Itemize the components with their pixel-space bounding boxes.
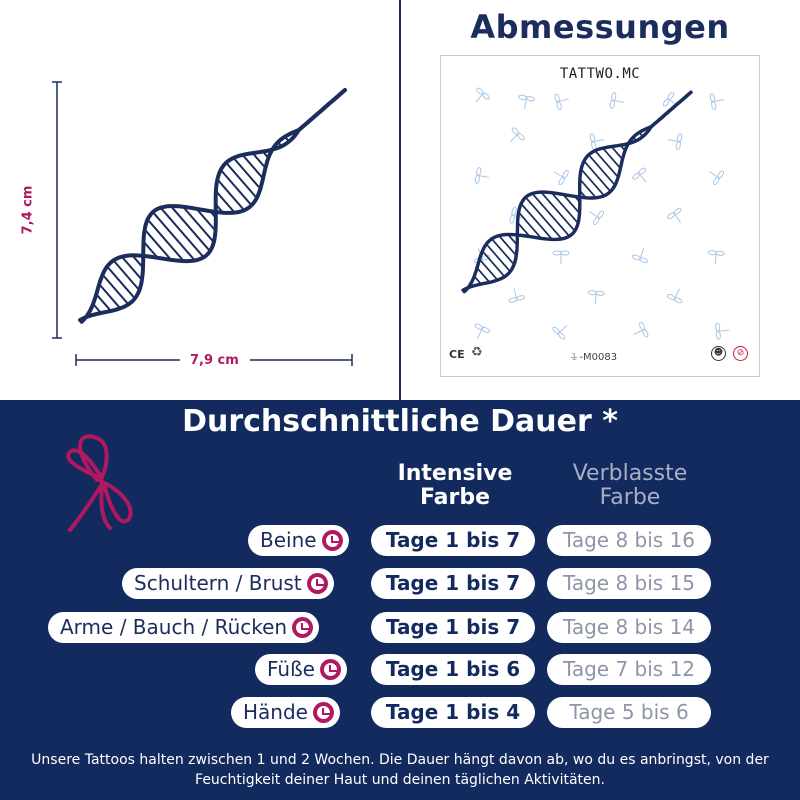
intense-duration: Tage 1 bis 4 bbox=[371, 697, 535, 728]
clock-icon bbox=[312, 702, 334, 723]
body-area-text: Füße bbox=[267, 657, 315, 681]
clock-icon bbox=[321, 530, 343, 551]
faded-duration: Tage 5 bis 6 bbox=[547, 697, 711, 728]
intense-duration: Tage 1 bis 7 bbox=[371, 525, 535, 556]
dna-helix-icon bbox=[461, 90, 693, 294]
col-header-intense: Intensive Farbe bbox=[397, 461, 513, 510]
footer-note: Unsere Tattoos halten zwischen 1 und 2 W… bbox=[31, 752, 769, 788]
recycle-icon: ♻ bbox=[471, 345, 483, 360]
body-area-text: Hände bbox=[243, 700, 308, 724]
faded-duration: Tage 8 bis 14 bbox=[547, 612, 711, 643]
body-area-label: Schultern / Brust bbox=[122, 568, 334, 599]
body-area-text: Beine bbox=[260, 528, 317, 552]
intense-duration: Tage 1 bis 6 bbox=[371, 654, 535, 685]
faded-duration: Tage 8 bis 16 bbox=[547, 525, 711, 556]
dna-tattoo-preview bbox=[52, 81, 353, 366]
body-area-label: Beine bbox=[248, 525, 349, 556]
body-area-label: Arme / Bauch / Rücken bbox=[48, 612, 320, 643]
quantity: 1 bbox=[571, 352, 578, 363]
clock-icon bbox=[292, 617, 314, 638]
tattoo-sheet-card: TATTWO.MC CE ♻ 1 -M0083 ☻ ⊘ bbox=[440, 55, 760, 377]
height-label: 7,4 cm bbox=[20, 185, 36, 235]
background-dragonflies bbox=[473, 87, 730, 340]
brand-name: TATTWO.MC bbox=[559, 66, 641, 82]
dna-helix-icon bbox=[78, 88, 347, 324]
intense-duration: Tage 1 bis 7 bbox=[371, 612, 535, 643]
clock-icon bbox=[320, 659, 341, 680]
dragonfly-icon bbox=[66, 434, 133, 532]
body-area-label: Füße bbox=[255, 654, 347, 685]
vertical-divider bbox=[399, 0, 401, 400]
body-area-text: Arme / Bauch / Rücken bbox=[60, 615, 288, 639]
faded-duration: Tage 7 bis 12 bbox=[547, 654, 711, 685]
code-value: M0083 bbox=[582, 352, 618, 363]
clock-icon bbox=[306, 573, 328, 594]
duration-section bbox=[0, 400, 800, 800]
age-warning-icon: ☻ bbox=[711, 346, 726, 361]
no-alcohol-icon: ⊘ bbox=[733, 346, 748, 361]
body-area-text: Schultern / Brust bbox=[134, 571, 302, 595]
intense-duration: Tage 1 bis 7 bbox=[371, 568, 535, 599]
ce-mark: CE bbox=[449, 348, 465, 361]
width-label: 7,9 cm bbox=[190, 353, 239, 368]
body-area-label: Hände bbox=[231, 697, 340, 728]
dimensions-title: Abmessungen bbox=[470, 8, 730, 46]
col-header-faded: Verblasste Farbe bbox=[572, 461, 688, 510]
product-code: 1 -M0083 bbox=[571, 352, 618, 363]
sheet-artwork bbox=[461, 87, 730, 340]
duration-title: Durchschnittliche Dauer * bbox=[182, 404, 618, 439]
faded-duration: Tage 8 bis 15 bbox=[547, 568, 711, 599]
